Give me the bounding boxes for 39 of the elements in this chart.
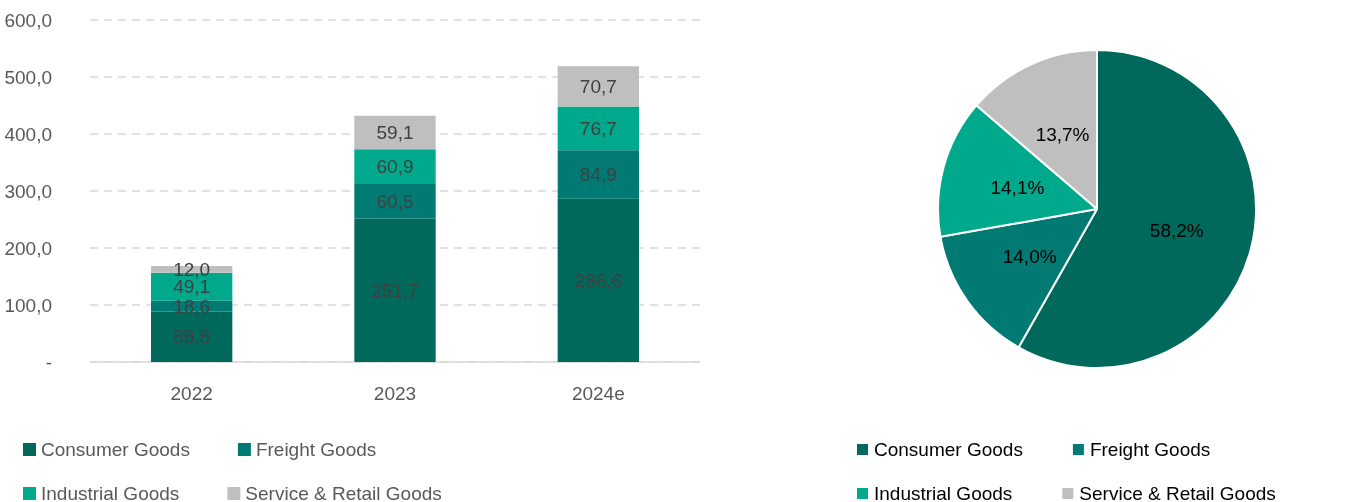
legend-label: Freight Goods <box>1089 439 1211 460</box>
bar <box>354 218 436 362</box>
y-tick-label: 300,0 <box>4 180 52 202</box>
data-label: 88,8 <box>173 326 211 348</box>
data-label: 84,9 <box>579 163 617 185</box>
bar <box>557 66 639 107</box>
data-label: 14,1% <box>990 176 1045 198</box>
y-tick-label: 500,0 <box>4 66 52 88</box>
y-tick-label: 600,0 <box>4 9 52 31</box>
legend-label: Consumer Goods <box>874 439 1023 460</box>
legend-label: Industrial Goods <box>41 483 180 502</box>
y-tick-label: 400,0 <box>4 123 52 145</box>
legend-label: Service & Retail Goods <box>1079 483 1276 502</box>
y-tick-label: 200,0 <box>4 237 52 259</box>
x-tick-label: 2024e <box>571 383 625 404</box>
x-tick-label: 2023 <box>373 383 417 404</box>
data-label: 286,6 <box>574 269 623 291</box>
data-label: 59,1 <box>376 121 414 143</box>
bar <box>354 184 436 219</box>
bar <box>557 198 639 362</box>
y-tick-label: - <box>45 351 52 373</box>
legend-label: Service & Retail Goods <box>245 483 442 502</box>
bar <box>557 150 639 199</box>
y-tick-label: 100,0 <box>4 294 52 316</box>
x-tick-label: 2022 <box>170 383 213 404</box>
bar <box>557 106 639 151</box>
bar <box>354 115 436 150</box>
data-label: 70,7 <box>579 75 617 97</box>
data-label: 76,7 <box>579 117 617 139</box>
data-label: 14,0% <box>1002 246 1057 268</box>
legend-label: Industrial Goods <box>874 483 1013 502</box>
data-label: 13,7% <box>1035 123 1090 145</box>
bar <box>354 149 436 185</box>
data-label: 58,2% <box>1149 219 1204 241</box>
data-label: 60,9 <box>376 156 414 178</box>
legend-label: Freight Goods <box>255 439 377 460</box>
data-label: 251,7 <box>371 279 419 301</box>
data-label: 60,5 <box>376 190 414 212</box>
legend-label: Consumer Goods <box>41 439 190 460</box>
